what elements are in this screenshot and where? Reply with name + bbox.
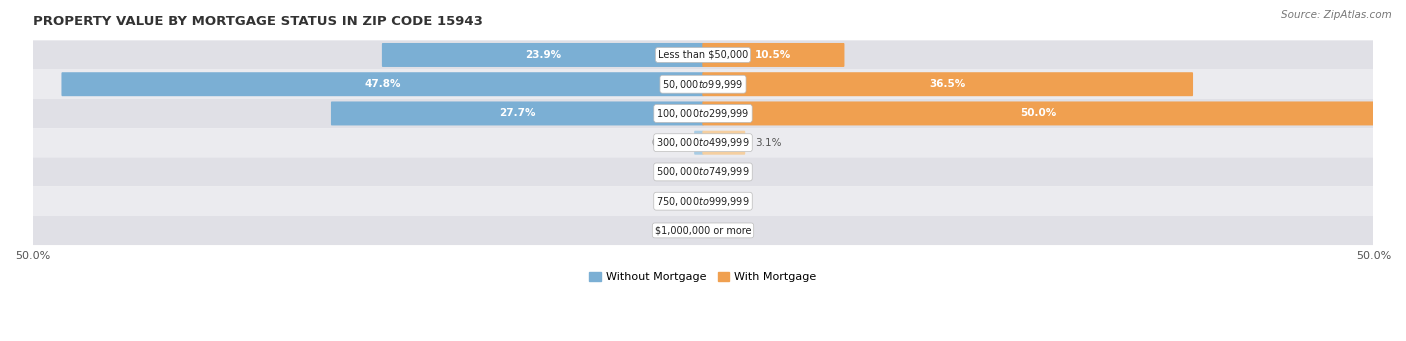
FancyBboxPatch shape	[32, 187, 1374, 216]
Text: 0.0%: 0.0%	[657, 196, 683, 206]
Text: 47.8%: 47.8%	[364, 79, 401, 89]
FancyBboxPatch shape	[703, 131, 745, 155]
FancyBboxPatch shape	[703, 72, 1194, 96]
Text: 0.0%: 0.0%	[657, 167, 683, 177]
Text: 3.1%: 3.1%	[755, 138, 782, 148]
FancyBboxPatch shape	[32, 157, 1374, 187]
Text: 0.0%: 0.0%	[723, 167, 749, 177]
FancyBboxPatch shape	[62, 72, 703, 96]
FancyBboxPatch shape	[330, 102, 703, 125]
Text: $100,000 to $299,999: $100,000 to $299,999	[657, 107, 749, 120]
Text: Source: ZipAtlas.com: Source: ZipAtlas.com	[1281, 10, 1392, 20]
FancyBboxPatch shape	[32, 99, 1374, 128]
Text: 50.0%: 50.0%	[1021, 108, 1056, 118]
Text: 0.61%: 0.61%	[651, 138, 685, 148]
Text: $750,000 to $999,999: $750,000 to $999,999	[657, 195, 749, 208]
Text: $50,000 to $99,999: $50,000 to $99,999	[662, 78, 744, 91]
Text: Less than $50,000: Less than $50,000	[658, 50, 748, 60]
FancyBboxPatch shape	[695, 131, 703, 155]
FancyBboxPatch shape	[32, 40, 1374, 70]
FancyBboxPatch shape	[703, 102, 1374, 125]
Text: 23.9%: 23.9%	[524, 50, 561, 60]
Text: PROPERTY VALUE BY MORTGAGE STATUS IN ZIP CODE 15943: PROPERTY VALUE BY MORTGAGE STATUS IN ZIP…	[32, 15, 482, 28]
Text: 0.0%: 0.0%	[657, 225, 683, 235]
FancyBboxPatch shape	[703, 43, 845, 67]
Text: $300,000 to $499,999: $300,000 to $499,999	[657, 136, 749, 149]
Text: 27.7%: 27.7%	[499, 108, 536, 118]
Text: 0.0%: 0.0%	[723, 225, 749, 235]
Text: $500,000 to $749,999: $500,000 to $749,999	[657, 165, 749, 178]
Text: 36.5%: 36.5%	[929, 79, 966, 89]
Text: $1,000,000 or more: $1,000,000 or more	[655, 225, 751, 235]
FancyBboxPatch shape	[32, 128, 1374, 157]
Text: 0.0%: 0.0%	[723, 196, 749, 206]
FancyBboxPatch shape	[32, 216, 1374, 245]
FancyBboxPatch shape	[32, 70, 1374, 99]
FancyBboxPatch shape	[382, 43, 703, 67]
Text: 10.5%: 10.5%	[755, 50, 792, 60]
Legend: Without Mortgage, With Mortgage: Without Mortgage, With Mortgage	[585, 268, 821, 287]
